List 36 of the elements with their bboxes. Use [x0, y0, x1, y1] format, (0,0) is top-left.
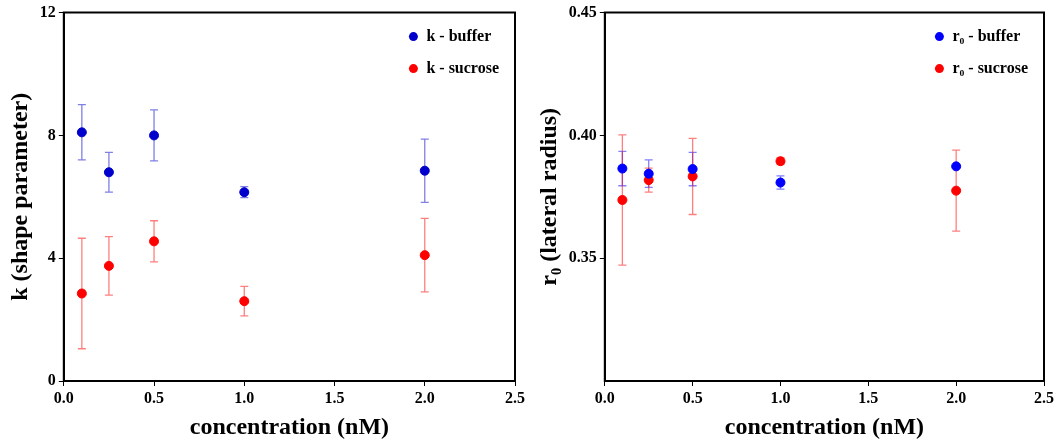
point [419, 165, 430, 176]
x-tick-label: 2.5 [505, 388, 525, 406]
x-tick-label: 1.5 [324, 388, 345, 406]
point [103, 167, 114, 178]
x-tick-label: 0.5 [682, 388, 703, 406]
x-tick-label: 0.5 [144, 388, 165, 406]
x-tick-label: 0.0 [594, 388, 615, 406]
point [76, 127, 87, 138]
y-tick-label: 4 [47, 248, 56, 266]
y-tick-label: 0.40 [568, 125, 597, 143]
y-tick-label: 0.35 [568, 248, 597, 266]
legend-label: k - buffer [426, 26, 492, 44]
point [76, 288, 87, 299]
x-tick-label: 2.5 [1034, 388, 1054, 406]
x-axis-title: concentration (nM) [724, 412, 925, 439]
x-tick-label: 2.0 [946, 388, 967, 406]
x-axis-title: concentration (nM) [189, 412, 390, 439]
point [149, 130, 160, 141]
y-tick-label: 8 [47, 125, 56, 143]
x-tick-label: 1.0 [770, 388, 791, 406]
y-axis-title: k (shape parameter) [5, 92, 32, 301]
point [239, 296, 250, 307]
y-tick-label: 12 [39, 2, 56, 20]
x-tick-label: 1.5 [858, 388, 879, 406]
legend-label: k - sucrose [426, 58, 499, 76]
legend-label: r₀ - sucrose [952, 58, 1028, 76]
x-tick-label: 0.0 [53, 388, 74, 406]
x-tick-label: 1.0 [234, 388, 255, 406]
y-tick-label: 0.45 [568, 2, 597, 20]
legend-label: r₀ - buffer [952, 26, 1021, 44]
y-tick-label: 0 [47, 371, 56, 389]
point [103, 260, 114, 271]
x-tick-label: 2.0 [414, 388, 435, 406]
point [149, 236, 160, 247]
point [419, 250, 430, 261]
y-axis-title: r₀ (lateral radius) [534, 107, 561, 286]
